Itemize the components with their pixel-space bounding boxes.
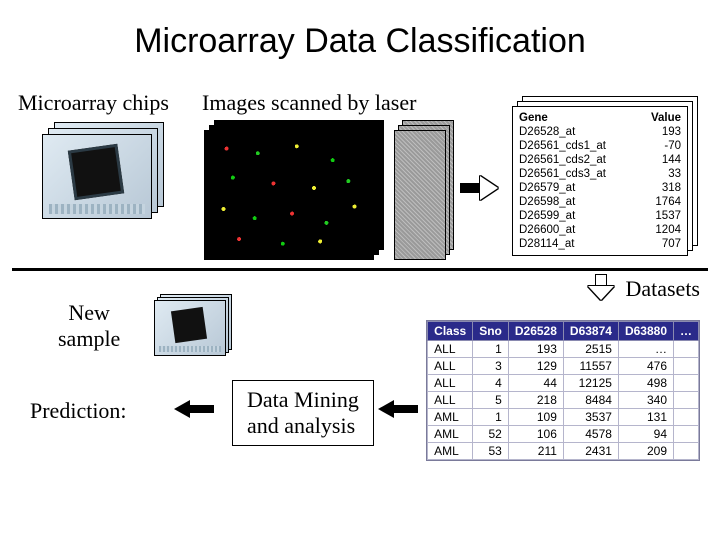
dataset-row: AML52106457894 — [428, 426, 699, 443]
gene-row: D26598_at1764 — [519, 195, 681, 209]
page-title: Microarray Data Classification — [0, 0, 720, 61]
new-sample-label: New sample — [58, 300, 120, 352]
dataset-row: ALL11932515… — [428, 341, 699, 358]
gene-row: D28114_at707 — [519, 237, 681, 251]
prediction-label: Prediction: — [30, 398, 127, 424]
dataset-col-header: Class — [428, 322, 473, 341]
dataset-row: AML532112431209 — [428, 443, 699, 460]
gene-row: D26561_cds1_at-70 — [519, 139, 681, 153]
dataset-row: ALL312911557476 — [428, 358, 699, 375]
workflow-row-top: Microarray chips Images scanned by laser… — [0, 90, 720, 260]
gene-row: D26600_at1204 — [519, 223, 681, 237]
gene-row: D26528_at193 — [519, 125, 681, 139]
gene-row: D26579_at318 — [519, 181, 681, 195]
arrow-dm-to-prediction — [174, 400, 214, 418]
dataset-col-header: Sno — [473, 322, 509, 341]
chips-label: Microarray chips — [18, 90, 169, 116]
dataset-col-header: D63874 — [563, 322, 618, 341]
dataset-row: ALL44412125498 — [428, 375, 699, 392]
gene-row: D26561_cds3_at33 — [519, 167, 681, 181]
dataset-row: ALL52188484340 — [428, 392, 699, 409]
divider-line — [12, 268, 708, 271]
value-col-header: Value — [651, 111, 681, 125]
dataset-col-header: D26528 — [508, 322, 563, 341]
dataset-table: ClassSnoD26528D63874D63880…ALL11932515…A… — [426, 320, 700, 461]
dataset-col-header: D63880 — [618, 322, 673, 341]
dataset-col-header: … — [674, 322, 699, 341]
arrow-dataset-to-dm — [378, 400, 418, 418]
gene-row: D26561_cds2_at144 — [519, 153, 681, 167]
arrow-genes-to-datasets — [588, 274, 614, 300]
data-mining-box: Data Mining and analysis — [232, 380, 374, 446]
scan-label: Images scanned by laser — [202, 90, 416, 116]
datasets-label: Datasets — [625, 276, 700, 302]
dataset-row: AML11093537131 — [428, 409, 699, 426]
gene-col-header: Gene — [519, 111, 548, 125]
arrow-scan-to-genes — [460, 176, 498, 200]
gene-row: D26599_at1537 — [519, 209, 681, 223]
